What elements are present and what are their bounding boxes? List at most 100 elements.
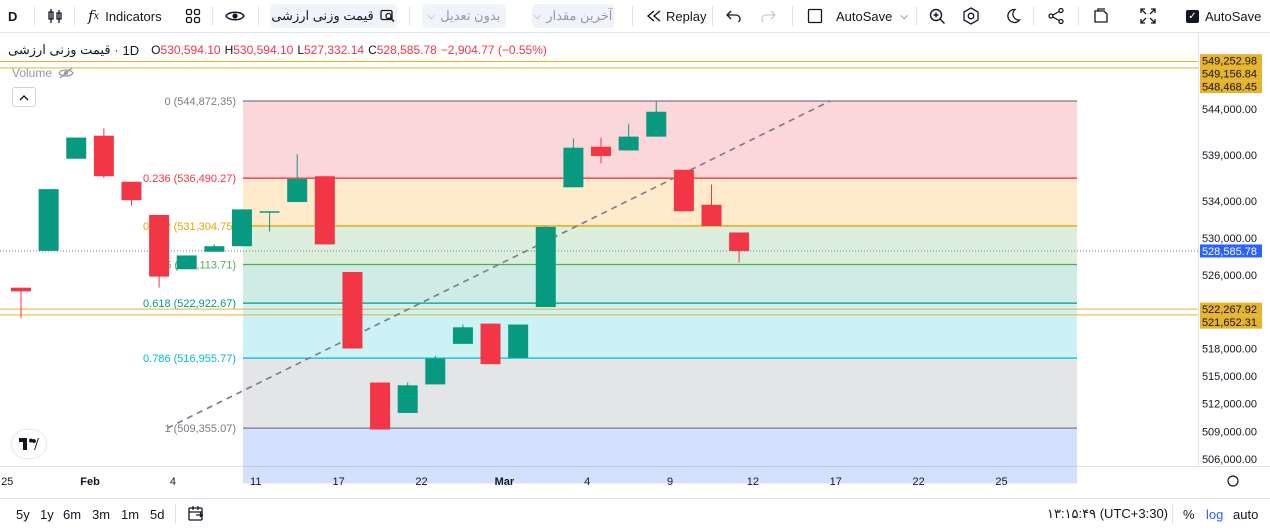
price-tick-label: 509,000.00 (1202, 426, 1257, 438)
time-tick-label: 22 (415, 476, 427, 488)
axis-settings-icon (1227, 475, 1239, 487)
replay-button[interactable]: Replay (646, 0, 706, 32)
legend-title: قیمت وزنی ارزشی (8, 42, 111, 57)
candle-body (480, 323, 501, 365)
candles-type-icon[interactable] (44, 0, 66, 32)
range-6m[interactable]: 6m (63, 506, 82, 522)
price-tick-label: 534,000.00 (1202, 196, 1257, 208)
candle-body (508, 324, 529, 358)
log-toggle[interactable]: log (1206, 506, 1224, 522)
time-tick-label: 17 (830, 476, 842, 488)
fullscreen-icon[interactable] (1137, 0, 1159, 32)
fib-label-0.786: 0.786 (516,955.77) (143, 353, 236, 365)
range-1m[interactable]: 1m (121, 506, 140, 522)
legend-high-value: 530,594.10 (233, 43, 294, 57)
time-tick-label: 9 (667, 476, 673, 488)
object-tree-icon[interactable] (1090, 0, 1112, 32)
tradingview-logo-icon[interactable] (12, 430, 46, 458)
candle (121, 181, 142, 206)
price-tick-label: 526,000.00 (1202, 270, 1257, 282)
candle-body (342, 272, 363, 349)
price-badge-gold (1200, 302, 1262, 316)
templates-grid-icon[interactable] (183, 0, 203, 32)
last-value-dropdown[interactable]: ⌵ آخرین مقدار (532, 4, 614, 28)
candle (673, 169, 694, 212)
price-badge-label: 528,585.78 (1202, 246, 1257, 258)
price-chart[interactable]: 0 (544,872.35)0.236 (536,490.27)0.382 (5… (0, 33, 1270, 498)
price-badge-label: 522,267.92 (1202, 304, 1257, 316)
candle (535, 225, 556, 308)
settings-gear-icon[interactable] (960, 0, 982, 32)
autosave-dropdown[interactable]: AutoSave ⌵ (836, 0, 908, 32)
candle-body (176, 255, 197, 270)
checkbox-checked-icon[interactable]: ✓ (1186, 9, 1199, 23)
search-icon (380, 9, 396, 23)
legend-open-value: 530,594.10 (160, 43, 221, 57)
candle-body (452, 327, 473, 344)
time-tick-label: 4 (584, 476, 590, 488)
candle (370, 382, 391, 430)
candle-body (397, 385, 418, 413)
autosave-toggle[interactable]: ✓ AutoSave (1186, 0, 1261, 32)
candle (66, 137, 87, 159)
eye-crossed-icon[interactable] (58, 67, 74, 79)
candle-body (314, 176, 335, 245)
candle-body (11, 287, 31, 292)
adjust-dropdown[interactable]: ⌵ بدون تعدیل (422, 4, 506, 28)
time-tick-label: 25 (995, 476, 1007, 488)
clock-readout[interactable]: ۱۳:۱۵:۴۹ (UTC+3:30) (1047, 506, 1168, 521)
price-badge-label: 549,156.84 (1202, 69, 1257, 81)
range-3m[interactable]: 3m (92, 506, 111, 522)
legend-close-value: 528,585.78 (376, 43, 437, 57)
candle (176, 255, 197, 270)
legend-high-key: H (224, 43, 234, 57)
percent-toggle[interactable]: % (1183, 506, 1195, 522)
fib-zone-0.5 (243, 264, 1077, 304)
symbol-short[interactable]: D (8, 8, 18, 24)
candle-body (673, 169, 694, 212)
share-icon[interactable] (1045, 0, 1067, 32)
dark-mode-moon-icon[interactable] (1002, 0, 1024, 32)
price-tick-label: 512,000.00 (1202, 399, 1257, 411)
candle (646, 101, 667, 137)
chart-area[interactable]: 0 (544,872.35) 0.236 (536,490.27) 0.382 (5… (0, 33, 1270, 498)
candle (342, 272, 363, 349)
undo-icon[interactable] (724, 0, 744, 32)
candle-body (701, 204, 722, 226)
range-5y[interactable]: 5y (16, 506, 30, 522)
fib-zone-0.236 (243, 178, 1077, 226)
range-5d[interactable]: 5d (150, 506, 165, 522)
price-tick-label: 518,000.00 (1202, 343, 1257, 355)
candle-body (563, 147, 584, 188)
volume-legend: Volume (12, 66, 74, 80)
candle-body (66, 137, 87, 159)
time-tick-label: 11 (250, 476, 261, 488)
range-1y[interactable]: 1y (40, 506, 54, 522)
price-badge-gold (1200, 80, 1262, 94)
candle-body (204, 246, 225, 252)
legend-low-value: 527,332.14 (304, 43, 365, 57)
collapse-legend-button[interactable] (12, 87, 36, 107)
candle-body (535, 226, 556, 308)
quick-search-icon[interactable] (926, 0, 948, 32)
symbol-search-button[interactable]: قیمت وزنی ارزشی (270, 4, 397, 28)
replay-label: Replay (666, 8, 707, 24)
eye-icon[interactable] (224, 0, 246, 32)
calendar-goto-icon[interactable] (186, 499, 206, 529)
symbol-search-label: قیمت وزنی ارزشی (271, 8, 374, 23)
price-badge-label: 548,468.45 (1202, 82, 1257, 94)
chevron-down-icon: ⌵ (900, 10, 908, 22)
fib-label-0.236: 0.236 (536,490.27) (143, 173, 236, 185)
auto-toggle[interactable]: auto (1233, 506, 1259, 522)
layout-square-icon[interactable] (805, 0, 825, 32)
price-tick-label: 539,000.00 (1202, 150, 1257, 162)
candle-body (38, 189, 59, 251)
time-tick-label: Mar (495, 476, 515, 488)
candle-body (591, 146, 612, 156)
redo-icon[interactable] (758, 0, 778, 32)
chevron-down-icon: ⌵ (533, 10, 542, 22)
legend-low-key: L (297, 43, 304, 57)
